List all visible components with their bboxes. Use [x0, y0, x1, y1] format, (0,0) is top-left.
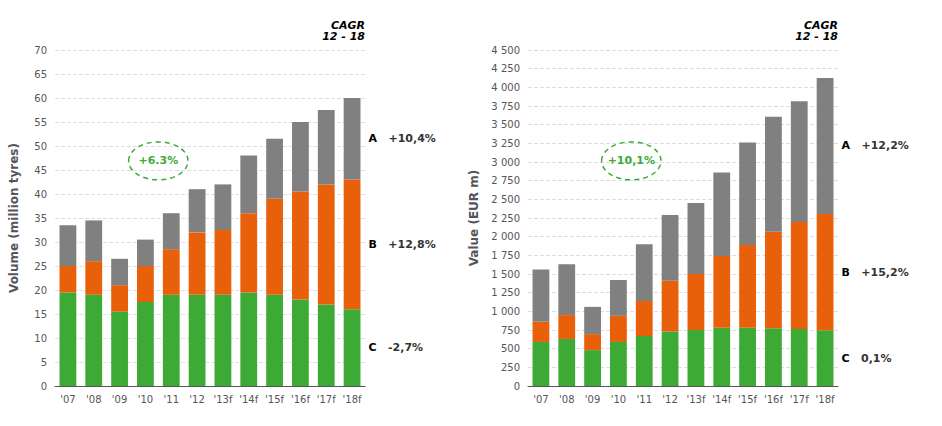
svg-text:+12,8%: +12,8% [388, 238, 435, 251]
svg-text:35: 35 [34, 213, 47, 224]
svg-text:'13f: '13f [686, 394, 705, 405]
svg-text:750: 750 [501, 325, 520, 336]
svg-text:'12: '12 [662, 394, 677, 405]
svg-text:'07: '07 [60, 394, 75, 405]
svg-text:+6.3%: +6.3% [138, 154, 178, 167]
svg-text:C: C [368, 341, 376, 354]
svg-text:55: 55 [34, 117, 47, 128]
svg-text:-2,7%: -2,7% [388, 341, 423, 354]
svg-text:A: A [368, 132, 377, 146]
svg-text:2 000: 2 000 [491, 231, 520, 242]
svg-text:'11: '11 [637, 394, 652, 405]
svg-text:'11: '11 [164, 394, 179, 405]
svg-text:'14f: '14f [239, 394, 258, 405]
svg-text:'12: '12 [189, 394, 204, 405]
svg-text:'18f: '18f [816, 394, 835, 405]
svg-text:'17f: '17f [790, 394, 809, 405]
svg-text:70: 70 [34, 45, 47, 56]
svg-text:45: 45 [34, 165, 47, 176]
svg-text:Volume (million tyres): Volume (million tyres) [7, 143, 21, 293]
svg-text:3 750: 3 750 [491, 101, 520, 112]
svg-text:500: 500 [501, 343, 520, 354]
svg-text:'16f: '16f [291, 394, 310, 405]
svg-text:'15f: '15f [738, 394, 757, 405]
svg-text:'08: '08 [86, 394, 101, 405]
svg-text:25: 25 [34, 261, 47, 272]
svg-text:'14f: '14f [712, 394, 731, 405]
svg-text:12 - 18: 12 - 18 [322, 30, 365, 43]
svg-text:250: 250 [501, 362, 520, 373]
svg-text:+12,2%: +12,2% [861, 139, 908, 152]
svg-text:15: 15 [34, 309, 47, 320]
svg-text:CAGR: CAGR [330, 19, 365, 32]
svg-text:10: 10 [34, 333, 47, 344]
svg-text:'18f: '18f [343, 394, 362, 405]
svg-text:C: C [841, 352, 849, 365]
svg-text:1 750: 1 750 [491, 250, 520, 261]
svg-text:1 500: 1 500 [491, 269, 520, 280]
svg-text:30: 30 [34, 237, 47, 248]
svg-text:'09: '09 [112, 394, 127, 405]
svg-text:2 750: 2 750 [491, 175, 520, 186]
svg-text:4 000: 4 000 [491, 82, 520, 93]
svg-text:65: 65 [34, 69, 47, 80]
svg-text:20: 20 [34, 285, 47, 296]
svg-text:40: 40 [34, 189, 47, 200]
svg-text:'07: '07 [533, 394, 548, 405]
svg-text:1 000: 1 000 [491, 306, 520, 317]
svg-text:5: 5 [41, 357, 47, 368]
svg-text:3 250: 3 250 [491, 138, 520, 149]
svg-text:B: B [368, 238, 376, 251]
svg-text:0,1%: 0,1% [861, 352, 892, 365]
svg-text:1 250: 1 250 [491, 287, 520, 298]
svg-text:'13f: '13f [213, 394, 232, 405]
svg-text:CAGR: CAGR [803, 19, 838, 32]
svg-text:+10,1%: +10,1% [608, 154, 655, 167]
svg-text:60: 60 [34, 93, 47, 104]
svg-text:2 500: 2 500 [491, 194, 520, 205]
svg-text:A: A [841, 139, 850, 153]
svg-text:'15f: '15f [265, 394, 284, 405]
svg-text:+15,2%: +15,2% [861, 266, 908, 279]
svg-text:'16f: '16f [764, 394, 783, 405]
svg-text:B: B [841, 266, 849, 279]
svg-text:'17f: '17f [317, 394, 336, 405]
svg-text:4 500: 4 500 [491, 45, 520, 56]
svg-text:+10,4%: +10,4% [388, 132, 435, 145]
svg-text:12 - 18: 12 - 18 [795, 30, 838, 43]
svg-text:0: 0 [514, 381, 520, 392]
svg-text:'10: '10 [611, 394, 626, 405]
svg-text:2 250: 2 250 [491, 213, 520, 224]
svg-text:3 500: 3 500 [491, 119, 520, 130]
svg-text:'10: '10 [138, 394, 153, 405]
svg-text:0: 0 [41, 381, 47, 392]
svg-text:Value (EUR m): Value (EUR m) [467, 170, 481, 267]
svg-text:3 000: 3 000 [491, 157, 520, 168]
svg-text:'09: '09 [585, 394, 600, 405]
svg-text:4 250: 4 250 [491, 63, 520, 74]
svg-text:50: 50 [34, 141, 47, 152]
svg-text:'08: '08 [559, 394, 574, 405]
